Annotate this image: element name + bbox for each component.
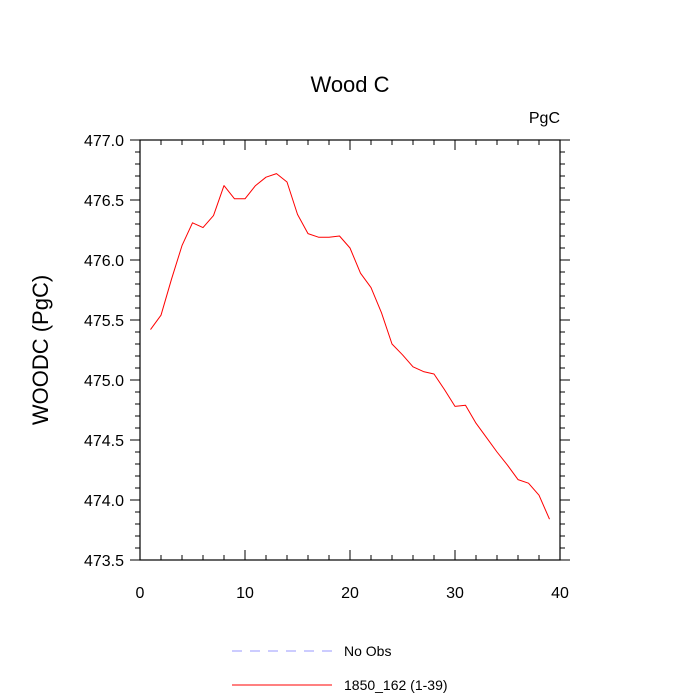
legend-label-1: 1850_162 (1-39) — [344, 677, 448, 693]
units-label: PgC — [529, 110, 560, 127]
plot-area — [150, 173, 550, 520]
x-tick-label: 40 — [551, 585, 569, 602]
legend: No Obs 1850_162 (1-39) — [232, 643, 448, 693]
y-tick-label: 474.5 — [84, 433, 124, 450]
y-tick-label: 476.0 — [84, 253, 124, 270]
y-axis-label: WOODC (PgC) — [28, 275, 53, 425]
legend-label-0: No Obs — [344, 643, 391, 659]
y-tick-label: 474.0 — [84, 493, 124, 510]
x-tick-label: 20 — [341, 585, 359, 602]
y-tick-label: 475.5 — [84, 313, 124, 330]
y-tick-label: 476.5 — [84, 193, 124, 210]
y-tick-label: 475.0 — [84, 373, 124, 390]
series-line-1 — [150, 173, 550, 520]
y-tick-label: 477.0 — [84, 133, 124, 150]
y-tick-label: 473.5 — [84, 553, 124, 570]
x-tick-label: 10 — [236, 585, 254, 602]
axes: 0 10 20 30 40 473.5 474.0 474.5 475.0 475.5 476.0 4… — [84, 133, 570, 602]
plot-frame — [139, 139, 561, 561]
chart-title: Wood C — [310, 72, 389, 97]
x-tick-label: 30 — [446, 585, 464, 602]
x-tick-label: 0 — [136, 585, 145, 602]
